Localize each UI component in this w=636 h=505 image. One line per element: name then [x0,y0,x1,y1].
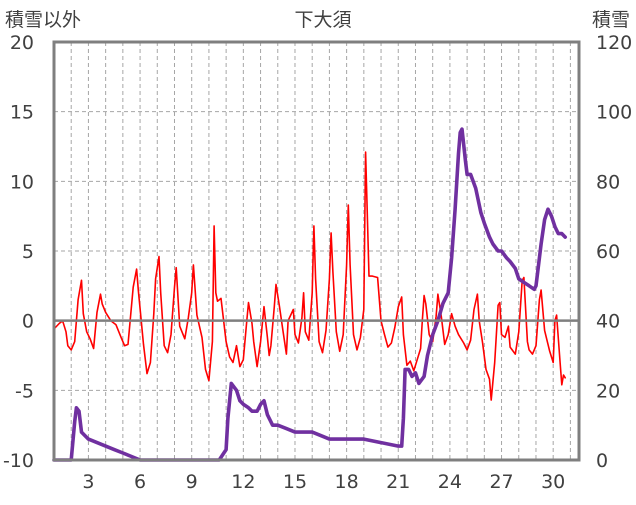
y-right-tick-label: 0 [596,450,608,472]
y-right-axis-label: 積雪 [592,9,630,31]
y-left-tick-label: 0 [22,311,34,333]
y-left-tick-label: 15 [10,102,34,124]
x-tick-label: 15 [283,471,307,493]
series-line-non-snow [53,151,566,401]
left-series [53,151,566,401]
x-tick-label: 27 [489,471,513,493]
y-left-tick-label: -5 [15,380,34,402]
y-left-tick-label: -10 [3,450,34,472]
x-tick-label: 24 [438,471,462,493]
left-axis-ticks: 20 15 10 5 0 -5 -10 [3,32,34,472]
right-axis-ticks: 120 100 80 60 40 20 0 [596,32,632,472]
y-left-axis-label: 積雪以外 [5,9,81,31]
chart-title: 下大須 [294,9,351,31]
y-right-tick-label: 40 [596,311,620,333]
series-line-snow [52,127,567,462]
y-right-tick-label: 20 [596,380,620,402]
x-tick-label: 6 [134,471,146,493]
x-tick-label: 21 [386,471,410,493]
y-left-tick-label: 5 [22,241,34,263]
right-series [52,127,567,462]
plot-frame [52,40,581,462]
x-tick-label: 30 [541,471,565,493]
y-right-tick-label: 100 [596,102,632,124]
x-axis-ticks: 3 6 9 12 15 18 21 24 27 30 [82,471,565,493]
x-tick-label: 18 [335,471,359,493]
y-right-tick-label: 80 [596,171,620,193]
x-tick-label: 3 [82,471,94,493]
x-tick-label: 12 [231,471,255,493]
y-left-tick-label: 10 [10,171,34,193]
y-right-tick-label: 120 [596,32,632,54]
x-tick-label: 9 [186,471,198,493]
y-right-tick-label: 60 [596,241,620,263]
y-left-tick-label: 20 [10,32,34,54]
